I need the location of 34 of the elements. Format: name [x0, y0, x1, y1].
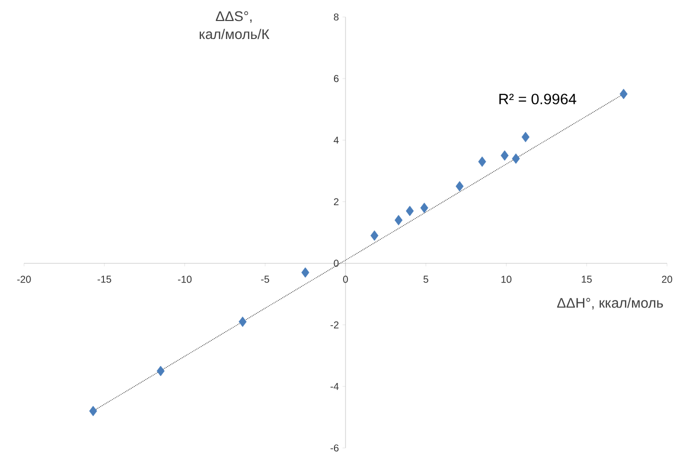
point [370, 230, 378, 241]
point [512, 153, 520, 164]
x-tick-label: -10 [178, 276, 192, 283]
x-axis-title: ΔΔH°, ккал/моль [557, 298, 663, 310]
point [406, 206, 414, 216]
y-axis-title: ΔΔS°, кал/моль/К [200, 11, 270, 40]
y-tick-label: -2 [330, 321, 338, 328]
y-tick-label: 0 [334, 260, 339, 267]
x-tick-label: 0 [343, 276, 348, 283]
point [89, 406, 98, 416]
x-tick-label: -15 [98, 276, 112, 283]
point [420, 202, 428, 214]
point [500, 150, 509, 161]
x-tick-label: 5 [424, 276, 428, 283]
x-tick-label: 15 [582, 276, 592, 283]
y-tick-label: 4 [334, 136, 339, 144]
point [301, 267, 310, 278]
y-tick-label: 8 [334, 13, 339, 21]
x-tick-label: -20 [17, 276, 31, 283]
point [620, 88, 628, 100]
x-tick-label: 20 [662, 276, 672, 283]
point [394, 214, 403, 226]
y-tick-label: -4 [330, 382, 339, 390]
y-tick-label: 2 [334, 198, 338, 206]
point [478, 156, 486, 167]
point [522, 132, 530, 142]
point [456, 181, 464, 192]
x-tick-label: 10 [501, 276, 512, 283]
y-tick-label: -6 [330, 444, 339, 452]
annotation: R² = 0.9964 [499, 94, 576, 104]
point [156, 366, 165, 376]
x-tick-label: -5 [261, 276, 270, 283]
y-tick-label: 6 [334, 75, 339, 82]
point [238, 316, 247, 327]
